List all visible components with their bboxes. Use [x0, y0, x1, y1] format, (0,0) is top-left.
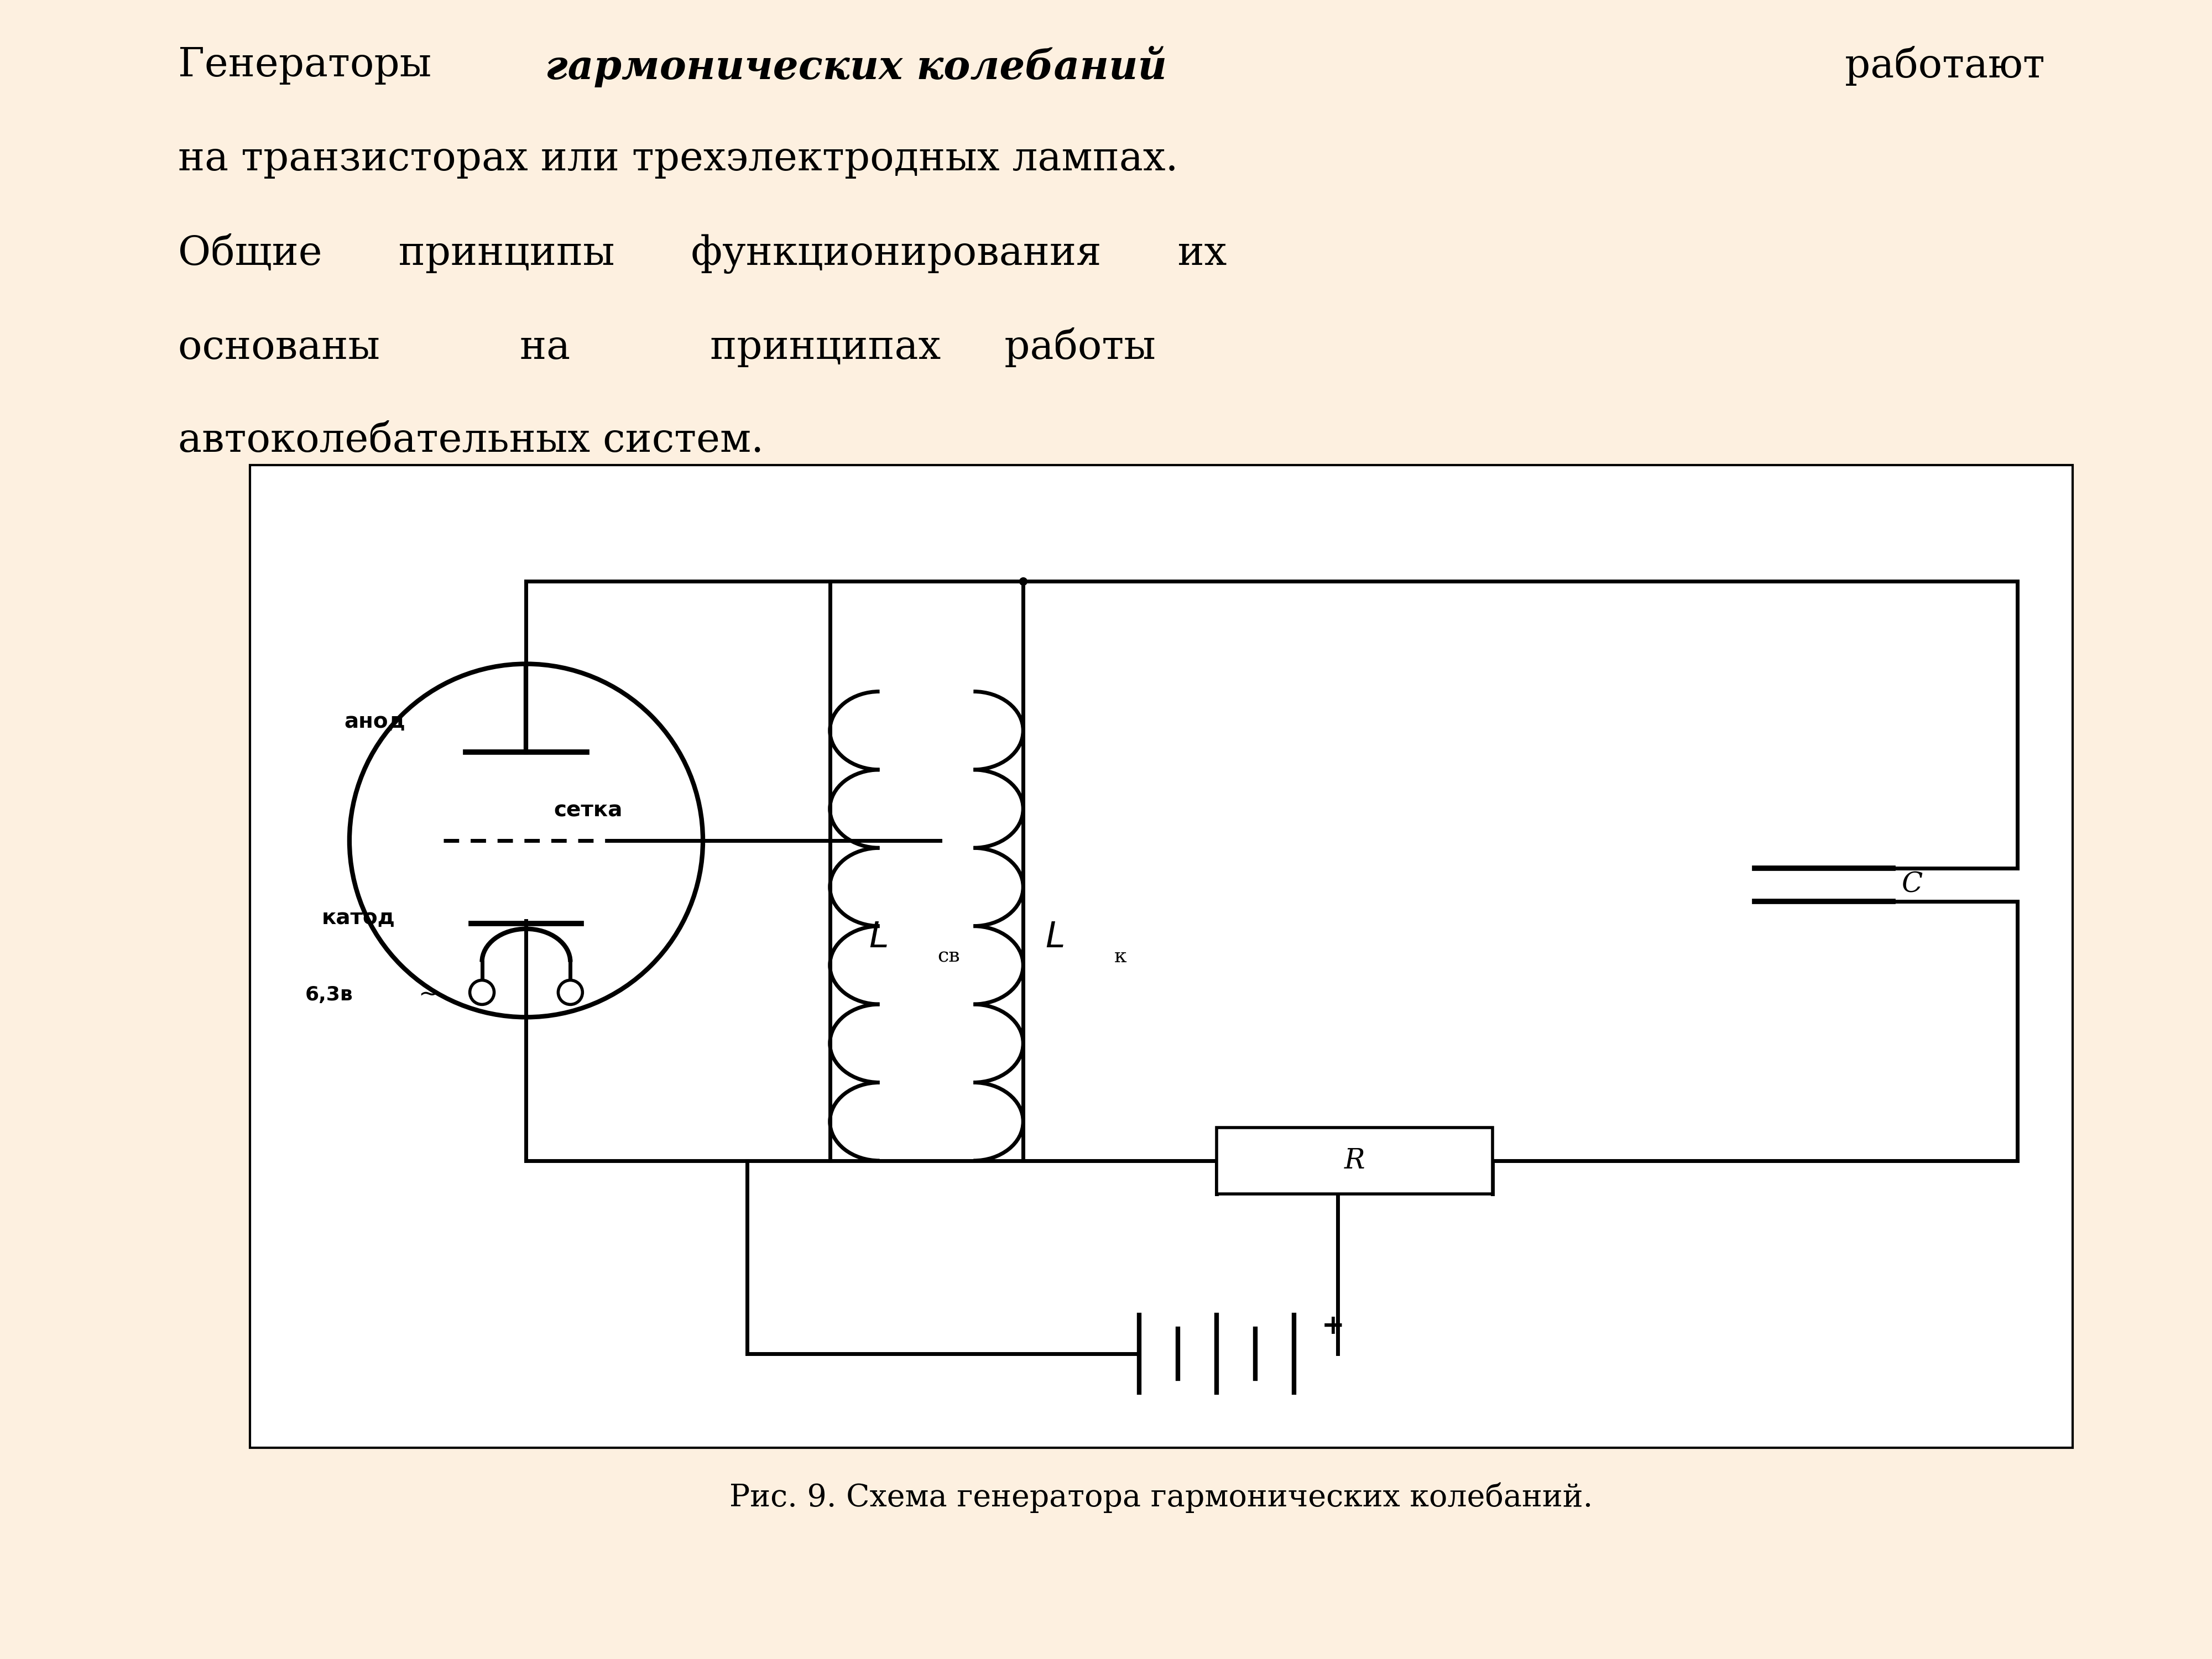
Text: анод: анод [343, 712, 405, 732]
Text: св: св [938, 947, 960, 966]
Text: Общие      принципы      функционирования      их: Общие принципы функционирования их [179, 234, 1228, 274]
Text: катод: катод [321, 907, 396, 929]
Text: к: к [1115, 947, 1126, 966]
Text: гармонических колебаний: гармонических колебаний [546, 46, 1168, 88]
Text: ~: ~ [418, 984, 440, 1007]
Text: R: R [1345, 1146, 1365, 1175]
Text: основаны           на           принципах     работы: основаны на принципах работы [179, 327, 1157, 367]
Text: 6,3в: 6,3в [305, 985, 354, 1004]
Text: Рис. 9. Схема генератора гармонических колебаний.: Рис. 9. Схема генератора гармонических к… [730, 1481, 1593, 1513]
Text: $\mathit{L}$: $\mathit{L}$ [869, 921, 887, 954]
Text: $\mathit{L}$: $\mathit{L}$ [1046, 921, 1064, 954]
Text: C: C [1902, 871, 1922, 899]
Bar [250, 465, 2073, 1448]
Text: +: + [1321, 1312, 1345, 1339]
Text: автоколебательных систем.: автоколебательных систем. [179, 421, 763, 460]
Bar [1217, 1128, 1493, 1194]
Text: сетка: сетка [553, 800, 622, 821]
Text: Генераторы: Генераторы [179, 46, 445, 85]
Text: на транзисторах или трехэлектродных лампах.: на транзисторах или трехэлектродных ламп… [179, 139, 1179, 179]
Text: работают: работают [1832, 46, 2044, 86]
